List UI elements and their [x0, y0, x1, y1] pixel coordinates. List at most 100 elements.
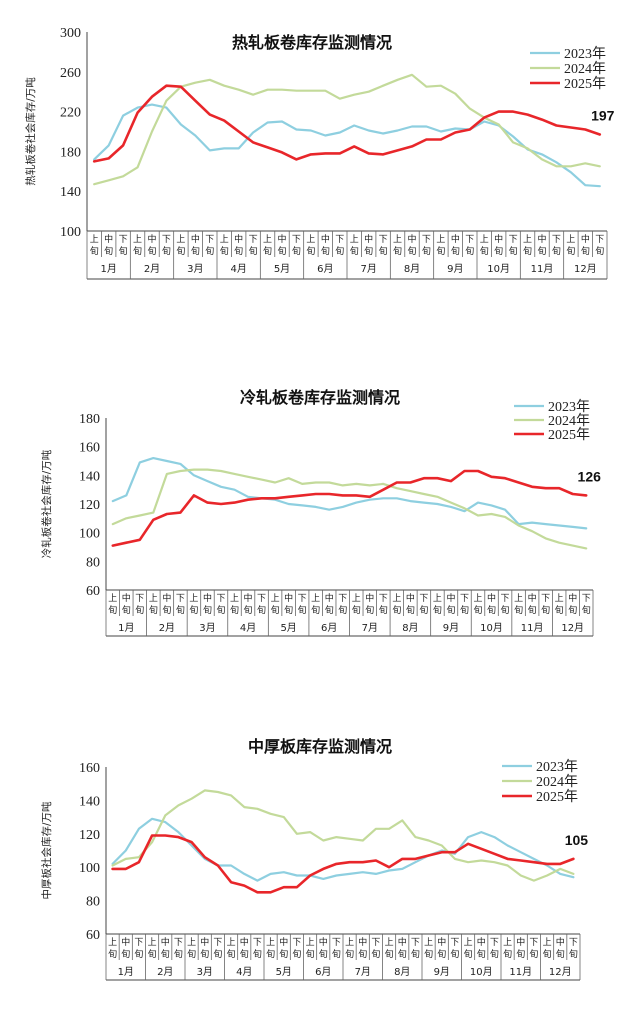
y-axis-label: 冷轧板卷社会库存/万吨: [40, 449, 53, 558]
x-tick-label: 旬: [582, 604, 591, 616]
y-tick-label: 80: [86, 555, 100, 570]
x-tick-label: 中: [319, 936, 328, 948]
x-tick-label: 上: [350, 234, 359, 245]
end-value-label: 197: [591, 107, 615, 123]
x-tick-label: 下: [419, 594, 428, 604]
x-tick-label: 旬: [528, 604, 537, 616]
x-tick-label: 下: [257, 594, 266, 604]
x-tick-label: 中: [451, 233, 460, 245]
x-tick-label: 中: [122, 592, 131, 604]
x-tick-label: 旬: [203, 604, 212, 616]
x-tick-label: 旬: [516, 948, 525, 960]
x-tick-label: 中: [279, 936, 288, 948]
x-tick-label: 上: [392, 593, 401, 604]
x-tick-label: 下: [205, 235, 214, 245]
x-tick-label: 旬: [306, 948, 315, 960]
x-tick-label: 旬: [364, 245, 373, 257]
x-tick-label: 旬: [257, 604, 266, 616]
x-tick-label: 上: [555, 593, 564, 604]
x-tick-label: 上: [90, 234, 99, 245]
x-tick-label: 下: [298, 594, 307, 604]
month-label: 9月: [443, 622, 459, 634]
series-line-2025: [92, 84, 602, 163]
x-tick-label: 旬: [424, 948, 433, 960]
x-tick-label: 旬: [284, 604, 293, 616]
x-tick-label: 旬: [541, 604, 550, 616]
series-line-2023: [111, 457, 588, 530]
x-tick-label: 旬: [90, 245, 99, 257]
end-value-label: 126: [578, 468, 602, 484]
month-label: 2月: [144, 263, 160, 275]
month-label: 11月: [531, 263, 554, 275]
x-tick-label: 下: [253, 938, 262, 948]
x-tick-label: 旬: [147, 245, 156, 257]
x-tick-label: 中: [191, 233, 200, 245]
x-tick-label: 中: [398, 936, 407, 948]
x-tick-label: 下: [552, 235, 561, 245]
month-label: 7月: [360, 263, 376, 275]
x-tick-label: 旬: [149, 604, 158, 616]
x-tick-label: 下: [529, 938, 538, 948]
x-tick-label: 下: [490, 938, 499, 948]
x-tick-label: 中: [446, 592, 455, 604]
x-tick-label: 旬: [292, 948, 301, 960]
y-tick-label: 100: [60, 225, 81, 240]
x-tick-label: 旬: [162, 604, 171, 616]
x-tick-label: 中: [406, 592, 415, 604]
y-tick-label: 100: [79, 527, 100, 542]
y-tick-label: 100: [79, 861, 100, 876]
x-tick-label: 上: [220, 234, 229, 245]
x-tick-label: 中: [325, 592, 334, 604]
y-tick-label: 160: [79, 761, 100, 776]
x-tick-label: 上: [433, 593, 442, 604]
month-label: 10月: [470, 966, 493, 978]
x-tick-label: 上: [523, 234, 532, 245]
y-tick-label: 80: [86, 895, 100, 910]
x-tick-label: 下: [134, 938, 143, 948]
x-tick-label: 旬: [234, 245, 243, 257]
x-tick-label: 下: [135, 594, 144, 604]
x-tick-label: 上: [108, 593, 117, 604]
x-tick-label: 中: [365, 592, 374, 604]
x-tick-label: 旬: [503, 948, 512, 960]
x-tick-label: 旬: [595, 245, 604, 257]
month-label: 9月: [447, 263, 463, 275]
x-tick-label: 旬: [371, 948, 380, 960]
month-label: 5月: [276, 966, 292, 978]
x-tick-label: 旬: [311, 604, 320, 616]
legend-label: 2023年: [548, 399, 590, 415]
x-tick-label: 旬: [365, 604, 374, 616]
x-tick-label: 旬: [104, 245, 113, 257]
month-label: 7月: [362, 622, 378, 634]
x-tick-label: 中: [200, 936, 209, 948]
x-tick-label: 下: [338, 594, 347, 604]
x-tick-label: 中: [277, 233, 286, 245]
x-tick-label: 旬: [244, 604, 253, 616]
x-tick-label: 上: [464, 937, 473, 948]
x-tick-label: 旬: [411, 948, 420, 960]
y-tick-label: 60: [86, 928, 100, 943]
month-label: 6月: [315, 966, 331, 978]
month-label: 3月: [197, 966, 213, 978]
month-label: 4月: [230, 263, 246, 275]
x-tick-label: 旬: [213, 948, 222, 960]
x-tick-label: 下: [541, 594, 550, 604]
x-tick-label: 中: [581, 233, 590, 245]
month-label: 9月: [434, 966, 450, 978]
x-tick-label: 旬: [422, 245, 431, 257]
month-label: 8月: [404, 263, 420, 275]
legend-label: 2023年: [536, 759, 578, 775]
x-tick-label: 上: [424, 937, 433, 948]
series-line-2024: [111, 468, 588, 550]
x-tick-label: 旬: [446, 604, 455, 616]
x-tick-label: 下: [176, 594, 185, 604]
x-tick-label: 中: [104, 233, 113, 245]
month-label: 4月: [236, 966, 252, 978]
x-tick-label: 上: [503, 937, 512, 948]
x-tick-label: 上: [263, 234, 272, 245]
x-tick-label: 旬: [162, 245, 171, 257]
series-line-2024: [111, 789, 575, 882]
x-tick-label: 旬: [419, 604, 428, 616]
x-tick-label: 中: [407, 233, 416, 245]
